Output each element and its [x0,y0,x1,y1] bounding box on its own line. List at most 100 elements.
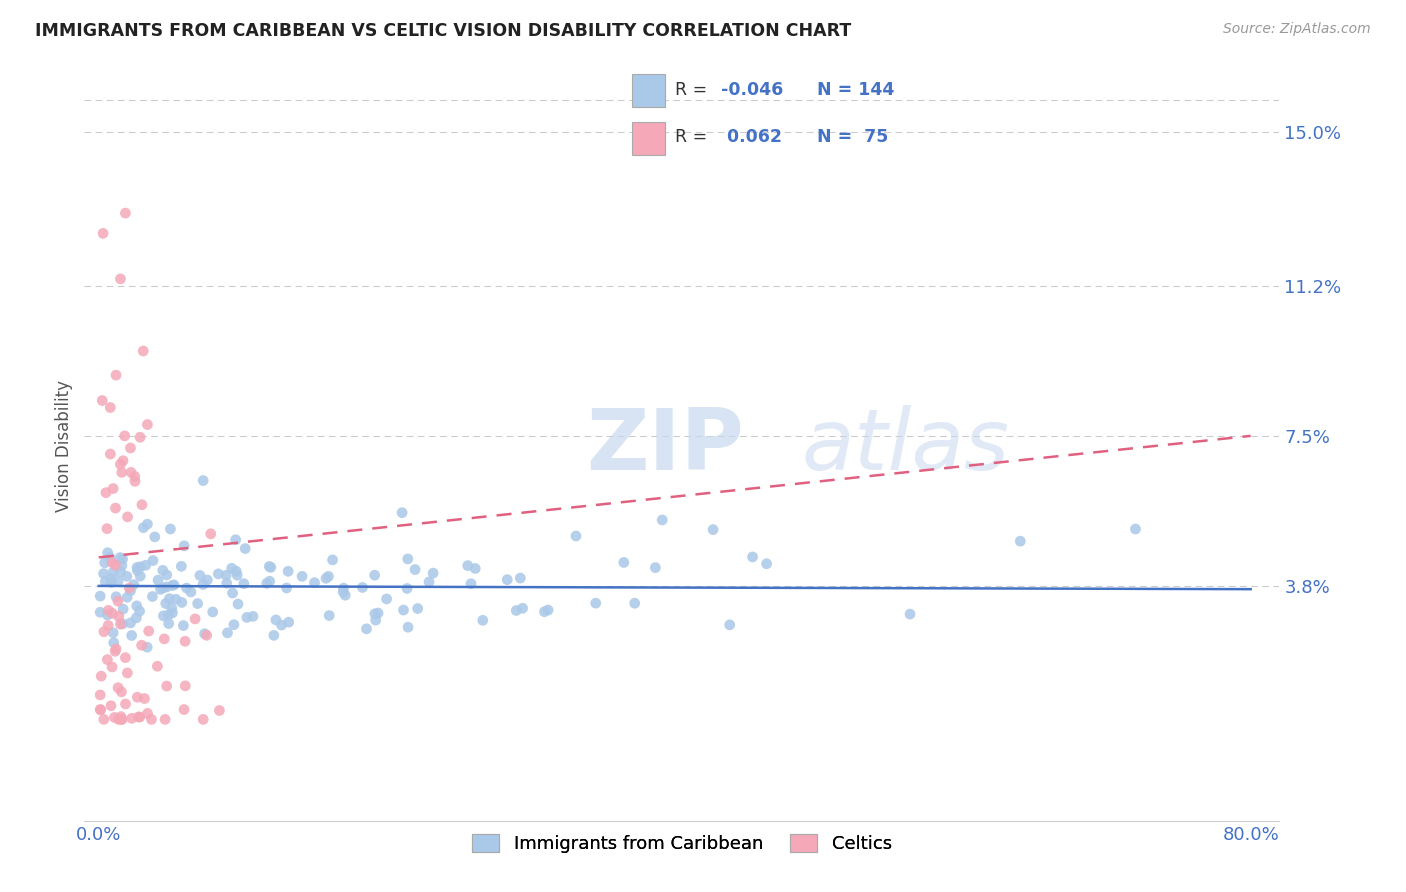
Point [322,553,344,567]
Point [98,550,121,565]
Point [222,617,245,632]
Point [134,691,156,706]
Point [104,558,127,573]
Point [131,638,153,652]
Point [117,509,139,524]
Point [457,558,479,573]
Point [156,580,179,594]
Point [755,557,778,571]
Point [585,596,607,610]
Point [162,606,184,620]
Point [242,609,264,624]
Point [496,573,519,587]
Point [304,575,326,590]
Point [195,628,218,642]
Point [108,550,131,565]
Point [141,712,163,726]
Point [364,613,387,627]
Point [90,703,112,717]
Point [259,559,281,574]
Point [565,529,588,543]
Point [101,556,124,570]
Point [128,710,150,724]
Point [741,549,763,564]
Point [533,605,555,619]
Point [112,454,135,468]
Point [207,566,229,581]
Point [392,603,415,617]
Point [364,607,387,621]
Point [132,343,155,358]
Text: IMMIGRANTS FROM CARIBBEAN VS CELTIC VISION DISABILITY CORRELATION CHART: IMMIGRANTS FROM CARIBBEAN VS CELTIC VISI… [35,22,852,40]
Point [94,574,117,589]
Point [121,711,143,725]
Point [236,610,259,624]
Point [129,569,152,583]
Point [264,613,287,627]
Point [152,581,174,595]
Point [131,498,153,512]
Point [125,599,148,613]
Point [120,466,142,480]
Point [201,605,224,619]
Point [135,558,157,573]
Point [509,571,531,585]
Point [122,577,145,591]
Point [152,608,174,623]
Point [149,582,172,597]
Text: -0.046: -0.046 [721,81,783,99]
Point [1125,522,1147,536]
Point [136,706,159,721]
Point [142,553,165,567]
Point [160,601,183,615]
Point [117,665,139,680]
Text: atlas: atlas [801,404,1010,488]
Point [898,607,921,621]
Point [226,568,249,582]
Point [114,429,136,443]
Point [96,652,118,666]
Point [98,401,121,415]
Point [97,618,120,632]
Point [125,560,148,574]
Point [613,556,636,570]
Point [396,552,419,566]
Point [107,574,129,589]
Point [107,681,129,695]
Point [375,591,398,606]
Text: R =: R = [675,128,713,146]
Point [174,634,197,648]
Point [263,628,285,642]
Point [180,585,202,599]
Point [111,552,134,566]
Point [195,573,218,587]
Text: R =: R = [675,81,713,99]
Point [270,618,292,632]
Point [129,430,152,444]
Point [100,447,122,461]
Point [120,583,142,598]
Point [114,650,136,665]
Point [97,603,120,617]
Point [318,569,340,583]
Point [107,712,129,726]
Point [114,206,136,220]
Point [101,482,124,496]
Point [128,604,150,618]
Point [121,628,143,642]
Point [111,466,134,480]
Point [215,568,238,582]
Point [187,597,209,611]
Point [256,576,278,591]
Point [90,669,112,683]
Point [111,712,134,726]
Text: N =  75: N = 75 [817,128,889,146]
Point [259,574,281,589]
Point [396,620,419,634]
Point [110,712,132,726]
Point [111,616,134,631]
Point [114,697,136,711]
Point [146,573,169,587]
Point [89,703,111,717]
Point [104,644,127,658]
